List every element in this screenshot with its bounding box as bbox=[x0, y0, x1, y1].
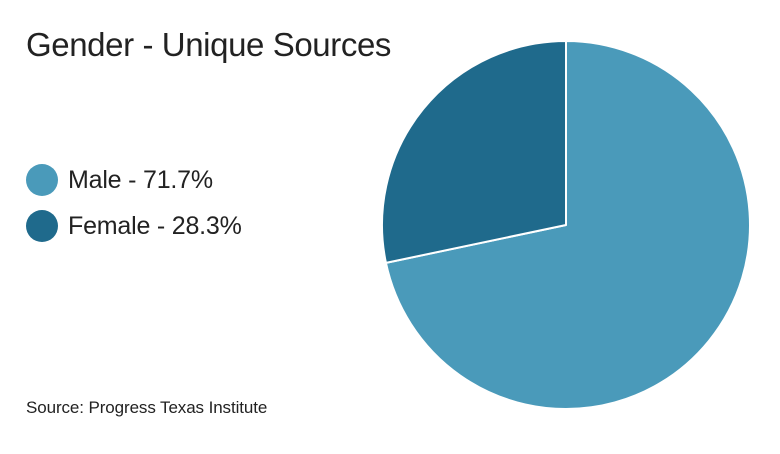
legend-label-female: Female - 28.3% bbox=[68, 211, 242, 240]
legend-swatch-female bbox=[26, 210, 58, 242]
legend-label-male: Male - 71.7% bbox=[68, 165, 213, 194]
pie-slice-female bbox=[381, 40, 567, 264]
legend: Male - 71.7% Female - 28.3% bbox=[26, 158, 242, 250]
legend-item-male: Male - 71.7% bbox=[26, 158, 242, 202]
source-note: Source: Progress Texas Institute bbox=[26, 398, 268, 417]
pie-slice-male bbox=[384, 40, 751, 410]
legend-swatch-male bbox=[26, 164, 58, 196]
chart-title: Gender - Unique Sources bbox=[26, 26, 391, 63]
legend-item-female: Female - 28.3% bbox=[26, 204, 242, 248]
